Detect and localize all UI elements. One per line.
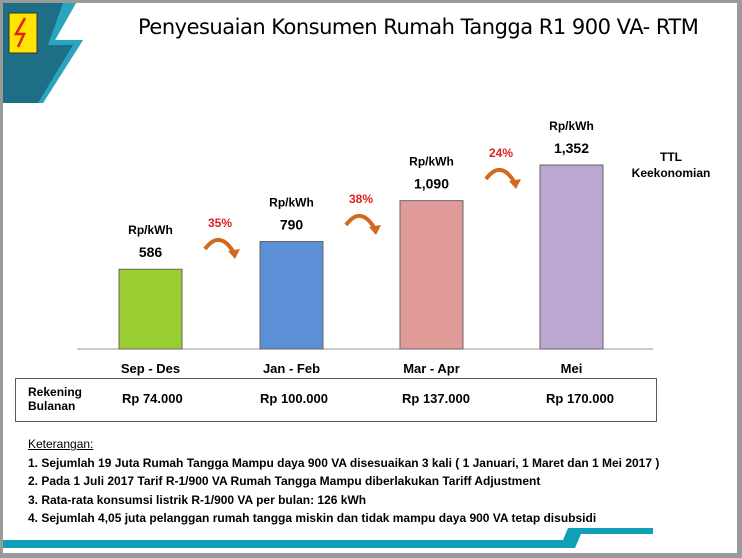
arrow-head-icon [369,225,381,235]
unit-label: Rp/kWh [128,223,173,237]
row-label: Rekening Bulanan [28,385,83,413]
bill-value: Rp 100.000 [260,391,328,406]
increase-label: 35% [208,216,232,230]
bar [539,164,604,350]
notes-heading: Keterangan: [28,437,94,451]
unit-label: Rp/kWh [549,119,594,133]
page-title: Penyesuaian Konsumen Rumah Tangga R1 900… [138,15,699,39]
logo-bolt-icon [13,17,27,48]
curved-arrow-icon [203,238,236,255]
category-label: Jan - Feb [263,361,320,376]
bill-value: Rp 170.000 [546,391,614,406]
increase-label: 24% [489,146,513,160]
value-label: 790 [280,216,304,232]
footer-stripe [3,528,653,548]
bar [259,240,324,350]
bar [399,200,464,350]
value-label: 1,090 [414,176,449,192]
increase-label: 38% [349,192,373,206]
bill-value: Rp 74.000 [122,391,183,406]
note-item: 1. Sejumlah 19 Juta Rumah Tangga Mampu d… [28,455,660,470]
unit-label: Rp/kWh [269,195,314,209]
curved-arrow-icon [344,214,377,231]
value-label: 586 [139,244,163,260]
value-label: 1,352 [554,140,589,156]
curved-arrow-icon [484,168,517,185]
category-label: Mei [561,361,583,376]
note-item: 2. Pada 1 Juli 2017 Tarif R-1/900 VA Rum… [28,474,541,488]
bar-chart: 586 Rp/kWh Sep - Des 790 Rp/kWh Jan - Feb 1,09… [118,119,711,376]
slide: Penyesuaian Konsumen Rumah Tangga R1 900… [3,3,737,553]
monthly-bill-table: Rekening Bulanan Rp 74.000 Rp 100.000 Rp … [15,378,657,422]
unit-label: Rp/kWh [409,155,454,169]
arrow-head-icon [509,179,521,189]
note-item: 4. Sejumlah 4,05 juta pelanggan rumah ta… [28,511,597,525]
notes: Keterangan: 1. Sejumlah 19 Juta Rumah Ta… [28,435,659,528]
category-label: Mar - Apr [403,361,460,376]
arrow-head-icon [228,249,240,259]
annotation: TTL [660,150,682,164]
note-item: 3. Rata-rata konsumsi listrik R-1/900 VA… [28,492,367,507]
category-label: Sep - Des [121,361,180,376]
bill-value: Rp 137.000 [402,391,470,406]
bar [118,268,183,350]
annotation: Keekonomian [632,166,711,180]
lightning-stripe [38,3,83,103]
